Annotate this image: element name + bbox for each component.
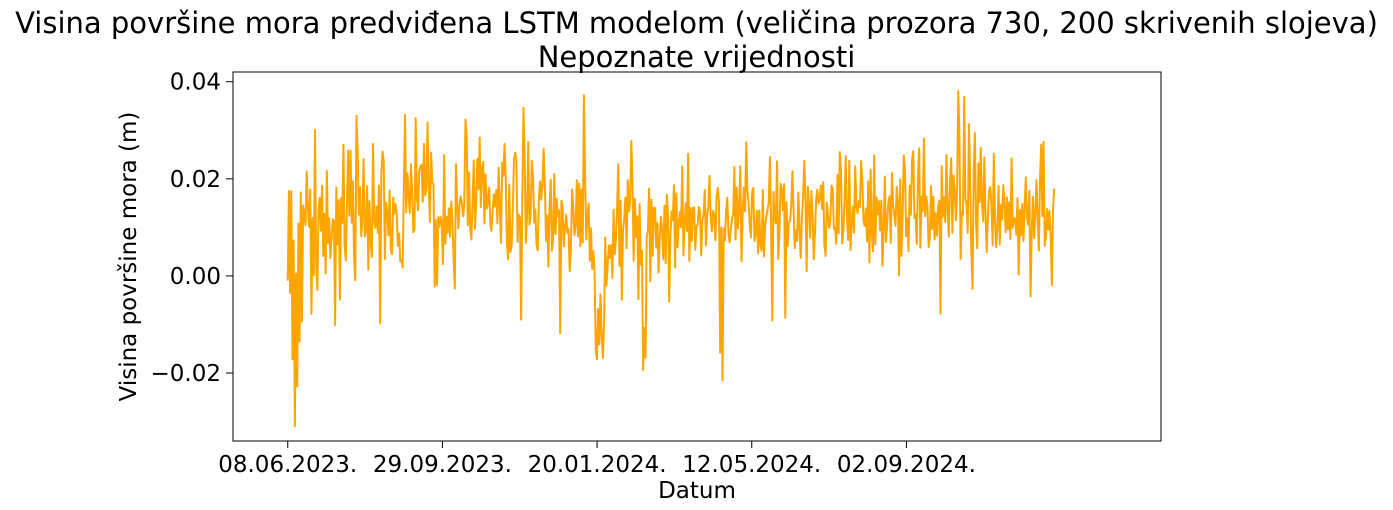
x-tick-label: 12.05.2024. [682,452,821,478]
x-tick-label: 20.01.2024. [528,452,667,478]
series-line-0 [286,89,1056,428]
chart-title: Visina površine mora predviđena LSTM mod… [15,6,1378,40]
y-tick-label: 0.00 [170,264,221,290]
y-tick-label: 0.04 [170,70,221,96]
y-axis-label: Visina površine mora (m) [116,112,142,402]
plot-frame [232,71,1162,442]
y-tick-label: −0.02 [151,361,221,387]
x-tick-label: 29.09.2023. [373,452,512,478]
chart-subtitle: Nepoznate vrijednosti [537,40,856,74]
plot-layer [286,89,1056,428]
y-tick-label: 0.02 [170,167,221,193]
axis-layer: 08.06.2023. 29.09.2023. 20.01.2024. 12.05.2… [151,70,976,478]
x-tick-label: 08.06.2023. [218,452,357,478]
x-tick-label: 02.09.2024. [837,452,976,478]
x-axis-label: Datum [658,478,736,504]
